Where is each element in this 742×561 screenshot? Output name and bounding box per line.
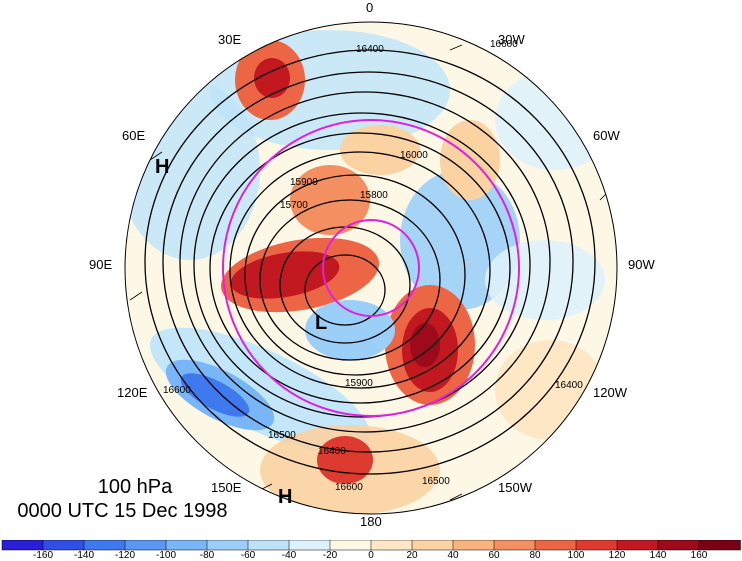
colorbar-tick-label: -80 bbox=[199, 550, 215, 561]
colorbar-tick-label: 140 bbox=[649, 550, 667, 561]
contour-label: 16000 bbox=[400, 150, 428, 161]
colorbar-swatch bbox=[616, 540, 659, 551]
colorbar-tick-label: 40 bbox=[447, 550, 459, 561]
colorbar bbox=[1, 540, 741, 551]
colorbar-swatch bbox=[534, 540, 577, 551]
colorbar-swatch bbox=[329, 540, 372, 551]
contour-label: 16500 bbox=[268, 430, 296, 441]
contour-label: 15900 bbox=[345, 378, 373, 389]
high-center-60e: H bbox=[155, 156, 170, 178]
lon-label-120e: 120E bbox=[117, 385, 148, 400]
colorbar-swatch bbox=[452, 540, 495, 551]
level-title: 100 hPa bbox=[97, 476, 173, 498]
colorbar-swatch bbox=[698, 540, 741, 551]
colorbar-swatch bbox=[1, 540, 44, 551]
lon-label-30w: 30W bbox=[498, 32, 525, 47]
colorbar-tick-label: -100 bbox=[155, 550, 177, 561]
colorbar-tick-label: 60 bbox=[488, 550, 500, 561]
contour-label: 15900 bbox=[290, 177, 318, 188]
polar-stereographic-map bbox=[124, 21, 618, 515]
lon-label-30e: 30E bbox=[218, 32, 242, 47]
contour-label: 15700 bbox=[280, 200, 308, 211]
colorbar-tick-label: 20 bbox=[406, 550, 418, 561]
contour-label: 16500 bbox=[422, 476, 450, 487]
colorbar-tick-label: -60 bbox=[240, 550, 256, 561]
high-center-160e: H bbox=[278, 486, 293, 508]
colorbar-tick-label: -160 bbox=[32, 550, 54, 561]
map-disk bbox=[125, 22, 617, 514]
colorbar-swatch bbox=[411, 540, 454, 551]
colorbar-swatch bbox=[493, 540, 536, 551]
colorbar-tick-label: 80 bbox=[529, 550, 541, 561]
lon-label-90w: 90W bbox=[628, 257, 655, 272]
colorbar-tick-label: -120 bbox=[114, 550, 136, 561]
colorbar-swatch bbox=[206, 540, 249, 551]
colorbar-swatch bbox=[247, 540, 290, 551]
colorbar-swatch bbox=[288, 540, 331, 551]
lon-label-0: 0 bbox=[366, 0, 374, 15]
time-title: 0000 UTC 15 Dec 1998 bbox=[17, 500, 228, 522]
colorbar-tick-label: -40 bbox=[281, 550, 297, 561]
low-center-pole: L bbox=[315, 312, 328, 334]
lon-label-150e: 150E bbox=[211, 480, 242, 495]
colorbar-swatch bbox=[657, 540, 700, 551]
colorbar-swatch bbox=[370, 540, 413, 551]
colorbar-swatch bbox=[575, 540, 618, 551]
contour-label: 16400 bbox=[356, 44, 384, 55]
lon-label-180: 180 bbox=[360, 514, 382, 529]
lon-label-150w: 150W bbox=[498, 480, 532, 495]
lon-label-90e: 90E bbox=[89, 257, 113, 272]
colorbar-tick-label: 0 bbox=[368, 550, 374, 561]
contour-label: 16600 bbox=[335, 482, 363, 493]
latitude-rings bbox=[222, 119, 520, 417]
colorbar-tick-label: 100 bbox=[567, 550, 585, 561]
contour-label: 15800 bbox=[360, 190, 388, 201]
colorbar-swatch bbox=[165, 540, 208, 551]
colorbar-swatch bbox=[124, 540, 167, 551]
contour-label: 16400 bbox=[318, 446, 346, 457]
contour-label: 16600 bbox=[490, 39, 518, 50]
lon-label-60w: 60W bbox=[593, 128, 620, 143]
colorbar-swatch bbox=[42, 540, 85, 551]
colorbar-tick-label: 120 bbox=[608, 550, 626, 561]
colorbar-swatch bbox=[83, 540, 126, 551]
contour-label: 16400 bbox=[555, 380, 583, 391]
contour-label: 16600 bbox=[163, 385, 191, 396]
lon-label-60e: 60E bbox=[122, 128, 146, 143]
colorbar-tick-label: 160 bbox=[690, 550, 708, 561]
lon-label-120w: 120W bbox=[593, 385, 627, 400]
anomaly-shading bbox=[125, 30, 615, 514]
colorbar-tick-label: -20 bbox=[322, 550, 338, 561]
height-contours bbox=[144, 49, 596, 475]
map-boundary bbox=[124, 21, 618, 515]
colorbar-tick-label: -140 bbox=[73, 550, 95, 561]
